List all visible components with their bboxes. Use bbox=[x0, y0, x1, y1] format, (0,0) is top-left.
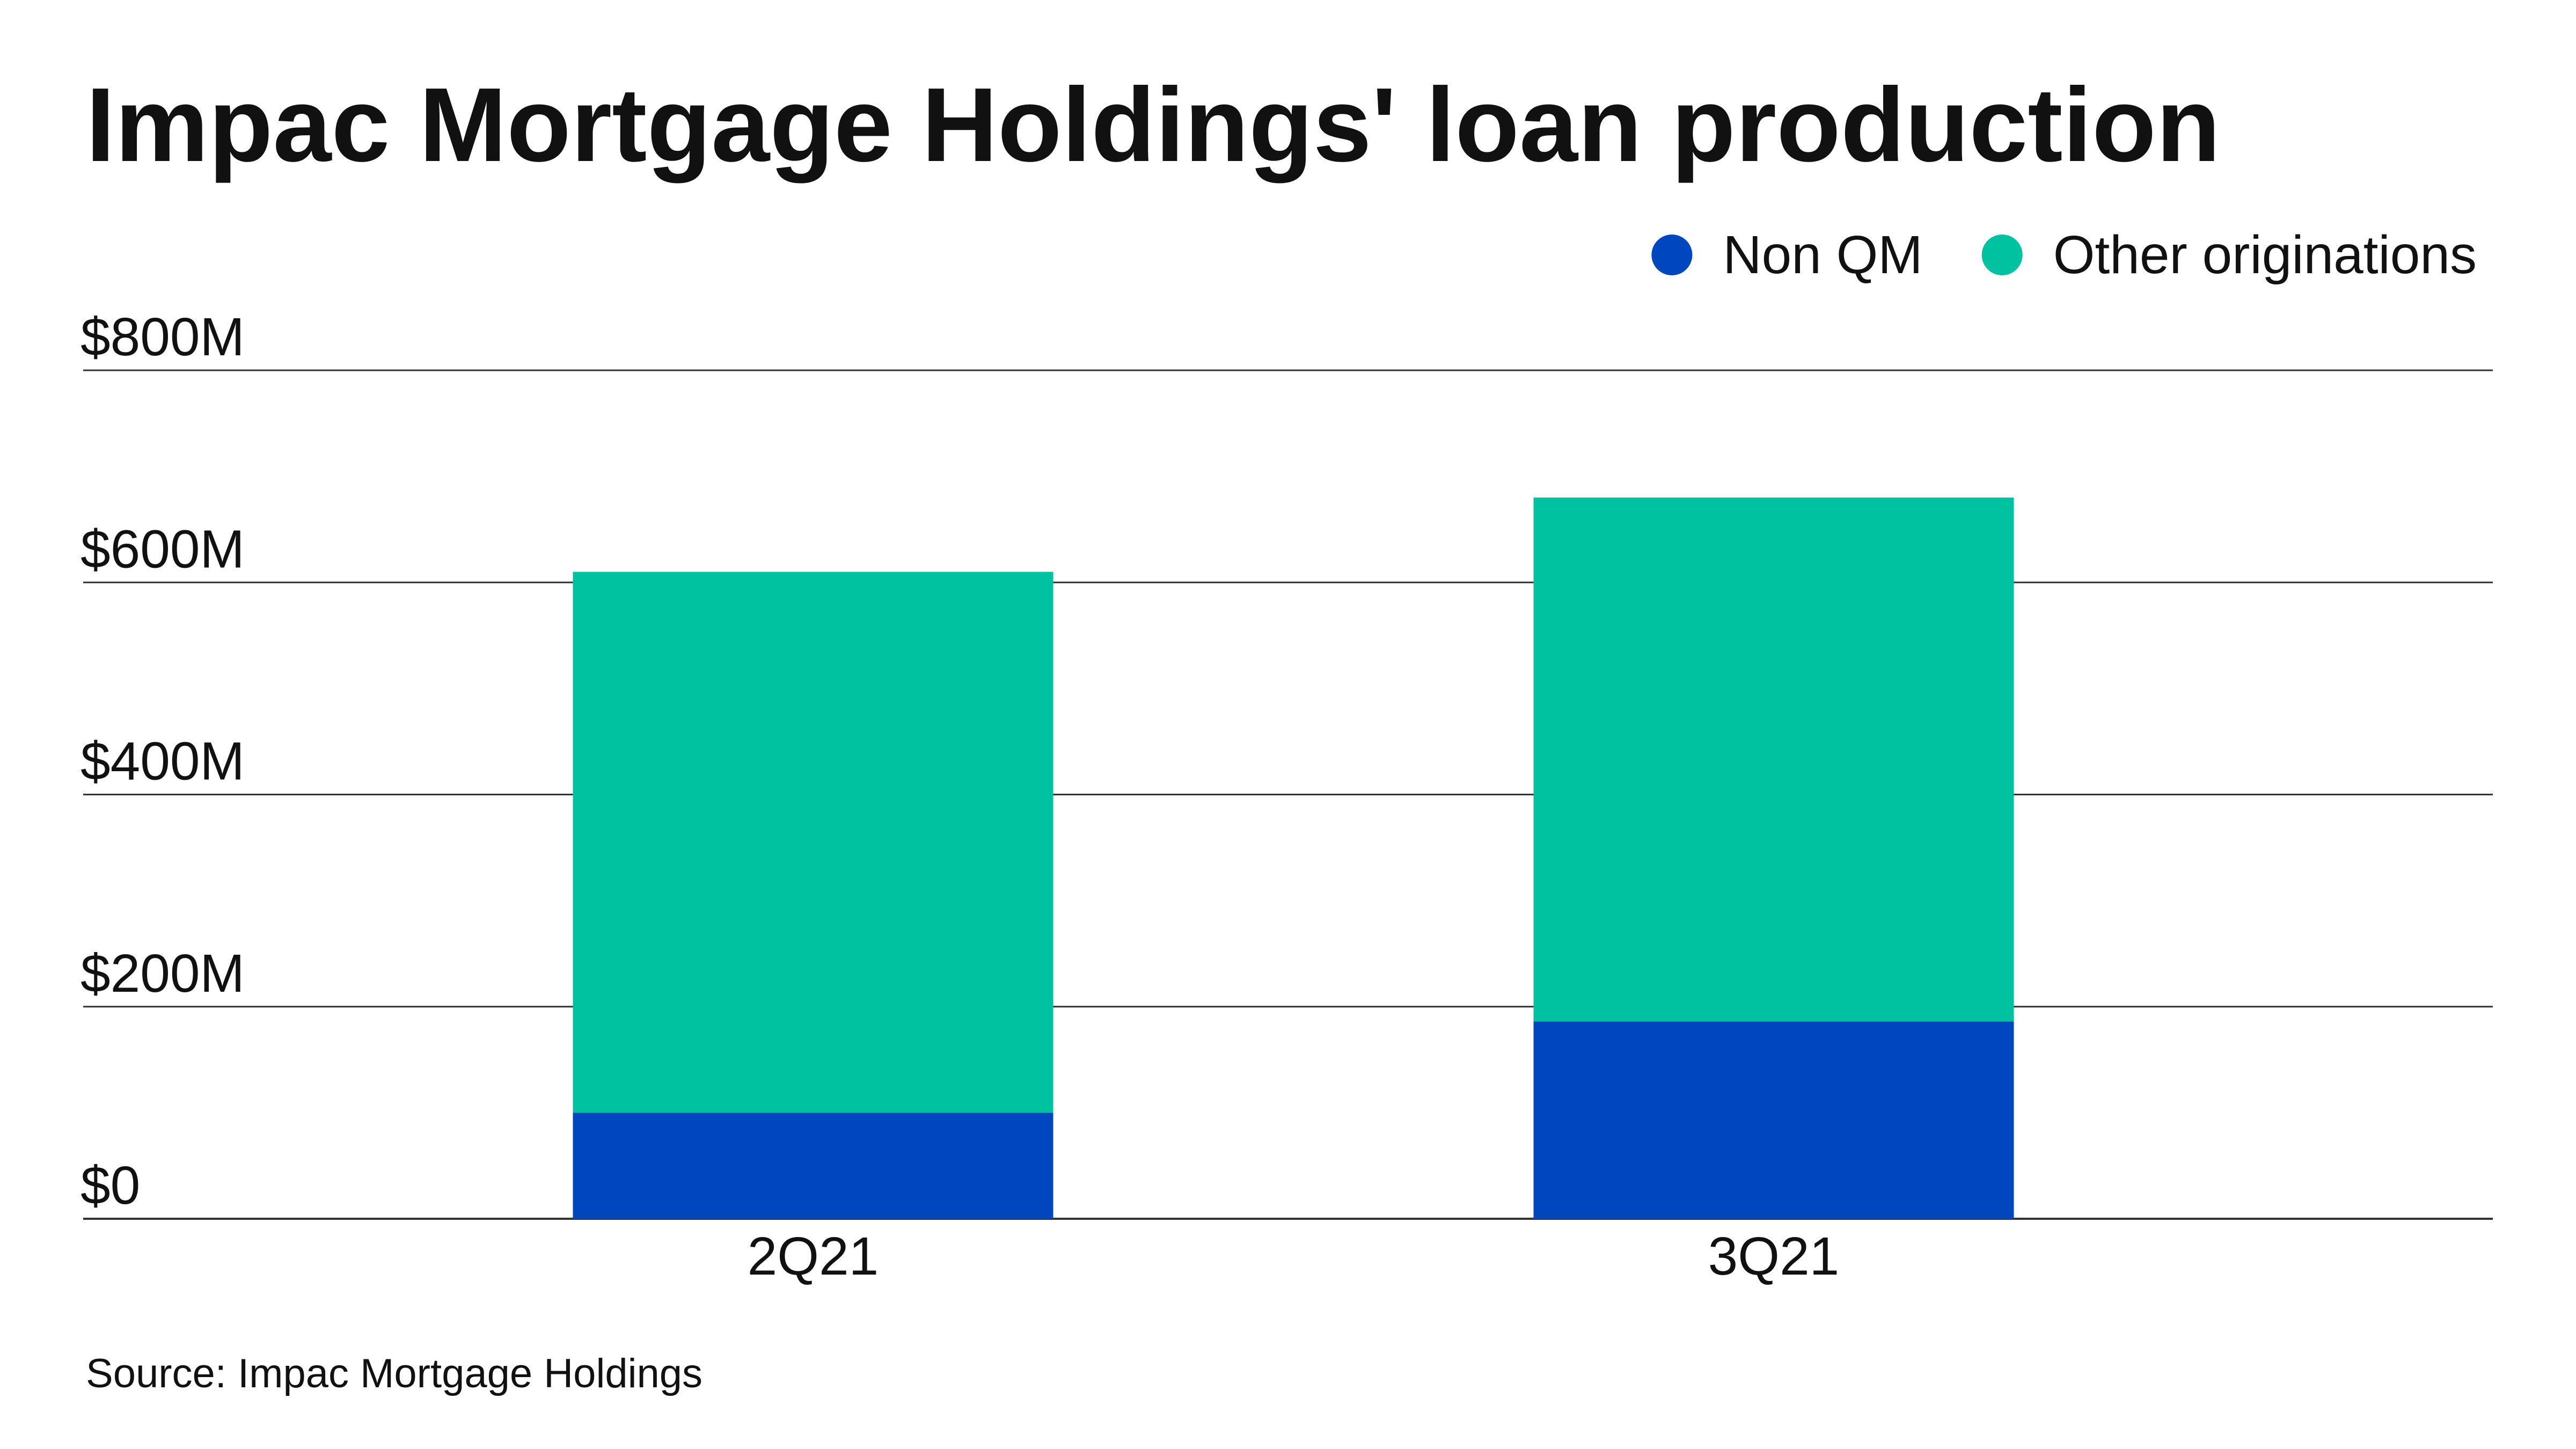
y-tick-label: $600M bbox=[80, 519, 245, 579]
bar-non-qm-2q21 bbox=[573, 1113, 1053, 1219]
bar-other-originations-3q21 bbox=[1533, 497, 2014, 1022]
legend-label-non-qm: Non QM bbox=[1723, 225, 1922, 285]
bar-other-originations-2q21 bbox=[573, 572, 1053, 1113]
y-tick-label: $400M bbox=[80, 731, 245, 792]
legend-swatch-other-originations bbox=[1981, 235, 2023, 275]
bar-non-qm-3q21 bbox=[1533, 1021, 2014, 1219]
x-tick-label: 2Q21 bbox=[748, 1226, 879, 1286]
chart-title: Impac Mortgage Holdings' loan production bbox=[86, 66, 2221, 184]
x-axis-tick-labels: 2Q21 3Q21 bbox=[748, 1226, 1840, 1286]
y-tick-label: $800M bbox=[80, 307, 245, 367]
y-tick-label: $0 bbox=[80, 1155, 140, 1216]
y-axis-tick-labels: $0 $200M $400M $600M $800M bbox=[80, 307, 245, 1216]
x-tick-label: 3Q21 bbox=[1708, 1226, 1840, 1286]
gridlines bbox=[83, 369, 2493, 1220]
bars bbox=[573, 497, 2014, 1219]
legend: Other originations Non QM bbox=[1651, 225, 2477, 285]
source-note: Source: Impac Mortgage Holdings bbox=[86, 1351, 702, 1396]
legend-swatch-non-qm bbox=[1651, 235, 1693, 275]
y-tick-label: $200M bbox=[80, 943, 245, 1004]
legend-label-other-originations: Other originations bbox=[2053, 225, 2477, 285]
